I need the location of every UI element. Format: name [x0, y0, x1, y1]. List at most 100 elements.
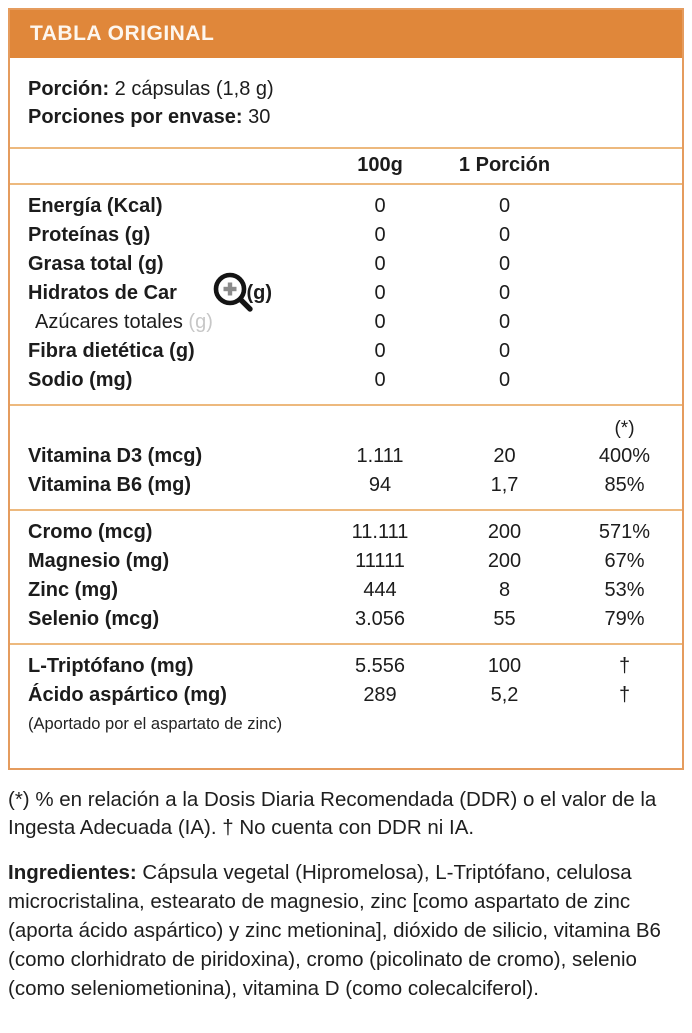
- value-per-100g: 0: [374, 224, 386, 246]
- nutrient-label: Zinc (mg): [28, 579, 118, 601]
- value-per-serving: 20: [493, 445, 516, 467]
- value-per-serving: 0: [498, 369, 511, 391]
- servings-per-container-value: 30: [242, 106, 271, 128]
- serving-size-line: Porción: 2 cápsulas (1,8 g): [28, 75, 662, 103]
- value-per-100g: 3.056: [354, 608, 406, 630]
- value-per-serving: 100: [487, 655, 522, 677]
- value-per-100g: 0: [374, 253, 386, 275]
- ingredients-paragraph: Ingredientes: Cápsula vegetal (Hipromelo…: [8, 858, 686, 1003]
- divider: [10, 183, 682, 185]
- divider: [10, 404, 682, 406]
- nutrient-row: Sodio (mg) 0 0: [10, 366, 682, 395]
- nutrient-label: Selenio (mcg): [28, 608, 160, 630]
- nutrient-row: Proteínas (g) 0 0: [10, 221, 682, 250]
- value-per-100g: 289: [363, 684, 397, 706]
- nutrient-row: Hidratos de Car (g) 0 0: [10, 279, 682, 308]
- magnifier-plus-icon[interactable]: [208, 268, 260, 320]
- value-pct-ddr: 53%: [604, 579, 645, 601]
- nutrient-row: Vitamina D3 (mcg) 1.111 20 400%: [10, 442, 682, 471]
- value-per-serving: 0: [498, 253, 511, 275]
- value-per-100g: 11.111: [351, 521, 409, 543]
- serving-info: Porción: 2 cápsulas (1,8 g) Porciones po…: [10, 58, 682, 147]
- value-per-serving: 0: [498, 224, 511, 246]
- section-note: (Aportado por el aspartato de zinc): [28, 715, 283, 733]
- nutrition-table-card: TABLA ORIGINAL Porción: 2 cápsulas (1,8 …: [8, 8, 684, 770]
- value-per-100g: 0: [374, 311, 386, 333]
- nutrient-row: Fibra dietética (g) 0 0: [10, 337, 682, 366]
- nutrient-label: Energía (Kcal): [28, 195, 163, 217]
- value-per-100g: 0: [374, 340, 386, 362]
- value-pct-ddr: †: [618, 655, 631, 677]
- nutrient-row: Selenio (mcg) 3.056 55 79%: [10, 605, 682, 634]
- column-header-row: 100g 1 Porción: [10, 149, 682, 183]
- value-per-serving: 55: [493, 608, 516, 630]
- nutrient-label: Fibra dietética (g): [28, 340, 195, 362]
- value-per-serving: 0: [498, 311, 511, 333]
- value-per-100g: 1.111: [356, 445, 404, 467]
- nutrient-label: L-Triptófano (mg): [28, 655, 194, 677]
- nutrient-label-unit: (g): [182, 311, 213, 333]
- nutrient-sections: Energía (Kcal) 0 0 Proteínas (g) 0 0 Grasa tot…: [10, 183, 682, 744]
- nutrient-section: (*) Vitamina D3 (mcg) 1.111 20 400% Vitamina …: [10, 406, 682, 509]
- ddr-footnote: (*) % en relación a la Dosis Diaria Reco…: [8, 788, 657, 839]
- value-pct-ddr: 67%: [604, 550, 645, 572]
- value-per-100g: 0: [374, 369, 386, 391]
- value-per-100g: 11111: [355, 550, 405, 572]
- nutrient-row: Vitamina B6 (mg) 94 1,7 85%: [10, 471, 682, 500]
- value-per-serving: 5,2: [490, 684, 519, 706]
- nutrient-section: Energía (Kcal) 0 0 Proteínas (g) 0 0 Grasa tot…: [10, 185, 682, 404]
- nutrient-row: Ácido aspártico (mg) 289 5,2 †: [10, 681, 682, 710]
- nutrient-row: Energía (Kcal) 0 0: [10, 192, 682, 221]
- value-per-serving: 1,7: [490, 474, 519, 496]
- value-pct-ddr: 85%: [604, 474, 645, 496]
- value-per-100g: 0: [374, 282, 386, 304]
- column-header-100g: 100g: [357, 154, 403, 176]
- pct-header-row: (*): [10, 413, 682, 442]
- pct-column-mark: (*): [614, 418, 635, 439]
- nutrient-label: Sodio (mg): [28, 369, 133, 391]
- nutrient-label: Hidratos de Car (g): [28, 282, 273, 304]
- value-per-100g: 5.556: [354, 655, 406, 677]
- nutrient-label: Proteínas (g): [28, 224, 151, 246]
- value-pct-ddr: 79%: [604, 608, 645, 630]
- nutrient-row: L-Triptófano (mg) 5.556 100 †: [10, 652, 682, 681]
- nutrient-label: Magnesio (mg): [28, 550, 170, 572]
- value-per-100g: 444: [363, 579, 397, 601]
- ingredients-label: Ingredientes:: [8, 861, 137, 884]
- value-per-100g: 94: [368, 474, 392, 496]
- divider: [10, 509, 682, 511]
- nutrient-row: Cromo (mcg) 11.111 200 571%: [10, 518, 682, 547]
- nutrient-row: Azúcares totales (g) 0 0: [10, 308, 682, 337]
- serving-size-value: 2 cápsulas (1,8 g): [109, 78, 274, 100]
- nutrient-section: Cromo (mcg) 11.111 200 571% Magnesio (mg) 111…: [10, 511, 682, 643]
- nutrient-label-unit: (g): [240, 282, 273, 304]
- servings-per-container-line: Porciones por envase: 30: [28, 103, 662, 131]
- ingredients-text: Cápsula vegetal (Hipromelosa), L-Triptóf…: [8, 861, 661, 1000]
- value-per-serving: 200: [487, 521, 522, 543]
- table-header-bar: TABLA ORIGINAL: [10, 10, 682, 58]
- nutrient-label: Grasa total (g): [28, 253, 164, 275]
- nutrient-row: Zinc (mg) 444 8 53%: [10, 576, 682, 605]
- table-title: TABLA ORIGINAL: [30, 22, 215, 45]
- nutrient-section: L-Triptófano (mg) 5.556 100 † Ácido aspártic…: [10, 645, 682, 744]
- value-per-serving: 0: [498, 340, 511, 362]
- divider: [10, 147, 682, 149]
- value-pct-ddr: 400%: [598, 445, 651, 467]
- value-per-serving: 8: [498, 579, 511, 601]
- serving-size-label: Porción:: [28, 78, 110, 100]
- nutrient-label: Ácido aspártico (mg): [28, 684, 227, 706]
- divider: [10, 643, 682, 645]
- nutrient-row: Magnesio (mg) 11111 200 67%: [10, 547, 682, 576]
- column-header-serving: 1 Porción: [458, 154, 551, 176]
- nutrient-label: Azúcares totales (g): [35, 311, 213, 333]
- value-per-serving: 0: [498, 282, 511, 304]
- value-per-100g: 0: [374, 195, 386, 217]
- nutrient-row: Grasa total (g) 0 0: [10, 250, 682, 279]
- value-per-serving: 200: [487, 550, 522, 572]
- nutrient-label: Cromo (mcg): [28, 521, 153, 543]
- nutrient-label: Vitamina B6 (mg): [28, 474, 191, 496]
- value-pct-ddr: 571%: [598, 521, 651, 543]
- servings-per-container-label: Porciones por envase:: [28, 106, 243, 128]
- value-per-serving: 0: [498, 195, 511, 217]
- value-pct-ddr: †: [618, 684, 631, 706]
